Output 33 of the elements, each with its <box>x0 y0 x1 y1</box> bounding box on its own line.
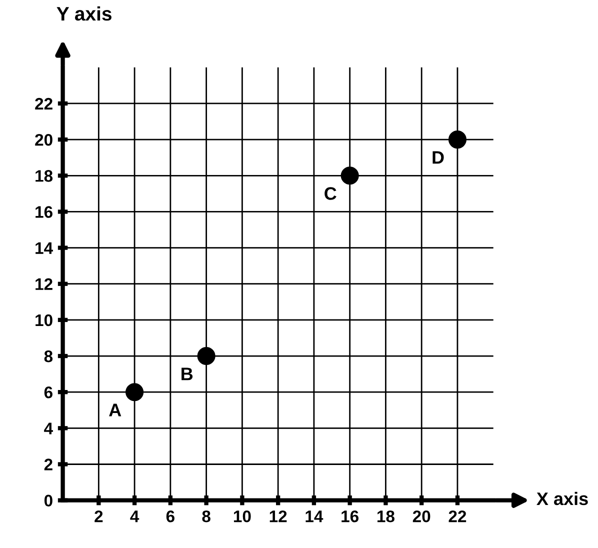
x-tick-label: 10 <box>234 510 251 522</box>
y-tick-label: 2 <box>44 458 52 470</box>
point <box>340 166 359 185</box>
point <box>126 383 144 402</box>
annotation: C <box>324 187 336 200</box>
x-tick-label: 20 <box>412 510 430 522</box>
x-tick-label: 18 <box>377 510 394 522</box>
x-tick-label: 22 <box>448 510 466 522</box>
x-tick-label: 14 <box>306 510 324 522</box>
x-tick-label: 4 <box>130 510 140 522</box>
point <box>197 346 216 366</box>
x-tick-label: 2 <box>94 510 103 522</box>
x-tick-label: 6 <box>166 510 174 522</box>
y-tick-label: 22 <box>35 98 52 110</box>
y-tick-label: 10 <box>36 314 52 326</box>
annotation: B <box>182 368 193 380</box>
x-axis-title: X axis <box>536 492 588 506</box>
y-tick-label: 4 <box>44 422 53 434</box>
point <box>448 130 466 149</box>
x-tick-label: 16 <box>342 510 358 522</box>
y-tick-label: 16 <box>36 206 52 218</box>
y-tick-label: 20 <box>35 134 52 146</box>
x-tick-label: 8 <box>202 510 210 522</box>
y-tick-label: 12 <box>36 278 52 290</box>
y-tick-label: 6 <box>44 386 52 398</box>
y-tick-label: 14 <box>36 242 53 254</box>
y-tick-label: 0 <box>44 494 52 507</box>
annotation: A <box>109 404 122 416</box>
y-tick-label: 18 <box>36 170 53 182</box>
y-axis-title: Y axis <box>56 6 112 21</box>
y-tick-label: 8 <box>44 350 53 362</box>
x-tick-label: 12 <box>270 510 287 522</box>
annotation: D <box>432 151 444 164</box>
